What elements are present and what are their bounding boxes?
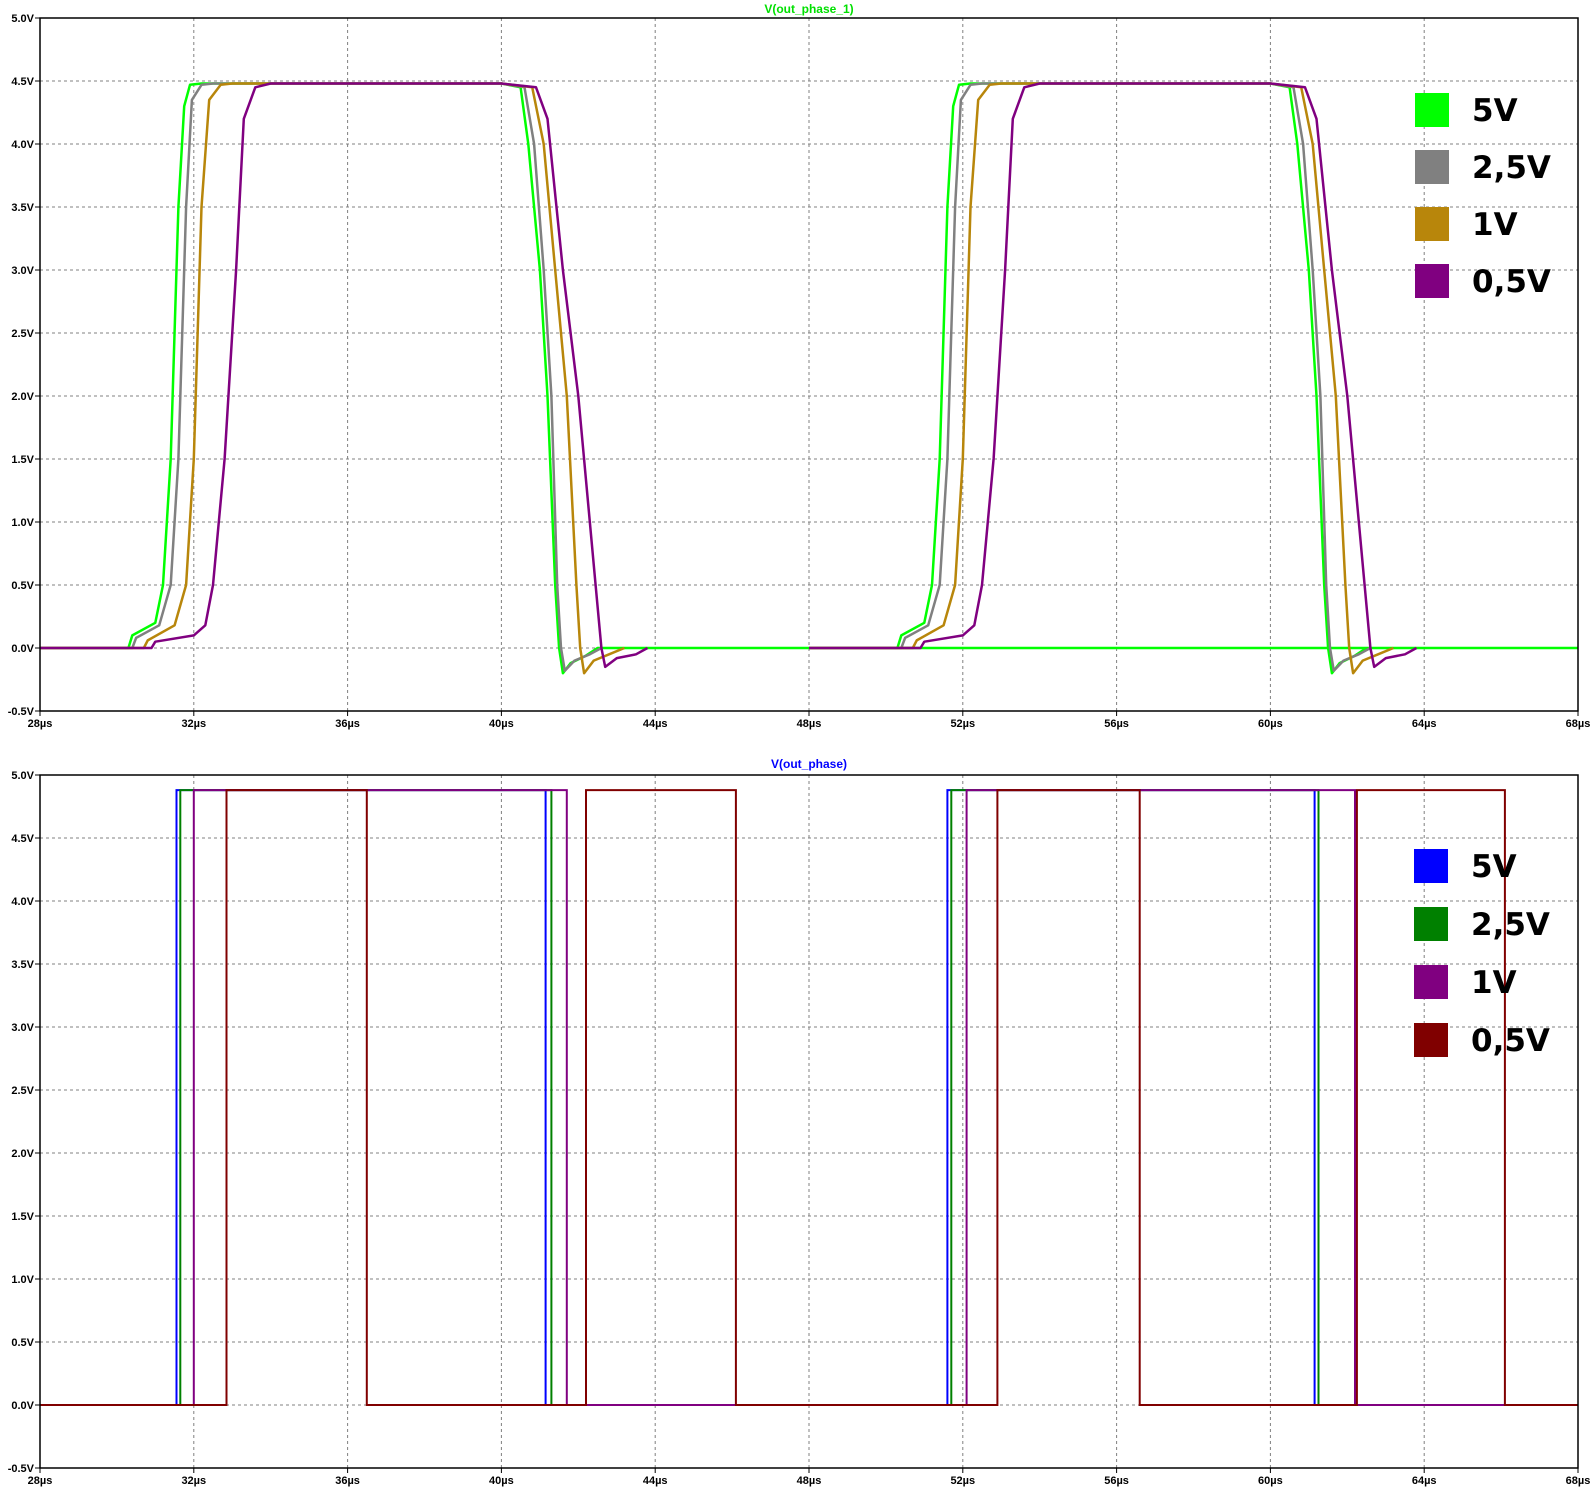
x-tick-label: 68µs xyxy=(1566,718,1591,730)
legend-label: 0,5V xyxy=(1472,264,1551,300)
x-tick-label: 48µs xyxy=(797,1475,822,1487)
plot-bottom-traces xyxy=(40,789,1578,1406)
legend-swatch xyxy=(1414,849,1448,883)
trace-2-5v xyxy=(809,82,1371,672)
x-tick-label: 32µs xyxy=(181,1475,206,1487)
y-tick-label: 3.5V xyxy=(11,202,34,214)
y-tick-label: 3.0V xyxy=(11,1022,34,1034)
y-tick-label: 1.5V xyxy=(11,1211,34,1223)
x-tick-label: 64µs xyxy=(1412,1475,1437,1487)
y-tick-label: -0.5V xyxy=(8,706,35,718)
plot-bottom-title: V(out_phase) xyxy=(771,757,847,771)
y-tick-label: 0.5V xyxy=(11,1337,34,1349)
legend-swatch xyxy=(1415,93,1449,127)
x-tick-label: 28µs xyxy=(28,718,53,730)
x-tick-label: 56µs xyxy=(1104,1475,1129,1487)
y-tick-label: 2.5V xyxy=(11,1085,34,1097)
legend-label: 2,5V xyxy=(1471,907,1550,943)
y-tick-label: 0.0V xyxy=(11,1400,34,1412)
plot-top-ticks: 5.0V 4.5V 4.0V 3.5V 3.0V 2.5V 2.0V 1.5V 1.0V 0.5V… xyxy=(8,13,1591,730)
x-tick-label: 44µs xyxy=(643,718,668,730)
x-tick-label: 40µs xyxy=(489,1475,514,1487)
plot-bottom-grid xyxy=(40,775,1578,1468)
plot-top-frame xyxy=(39,17,1579,712)
legend-label: 1V xyxy=(1472,207,1518,243)
legend-label: 0,5V xyxy=(1471,1023,1550,1059)
legend-swatch xyxy=(1414,965,1448,999)
plot-top-traces xyxy=(40,82,1578,675)
y-tick-label: 3.5V xyxy=(11,959,34,971)
legend-swatch xyxy=(1415,207,1449,241)
y-tick-label: 4.0V xyxy=(11,139,34,151)
y-tick-label: 2.0V xyxy=(11,391,34,403)
y-tick-label: 5.0V xyxy=(11,13,34,25)
y-tick-label: 4.5V xyxy=(11,833,34,845)
y-tick-label: 0.0V xyxy=(11,643,34,655)
x-tick-label: 60µs xyxy=(1258,718,1283,730)
trace-1v xyxy=(40,789,1578,1406)
x-tick-label: 44µs xyxy=(643,1475,668,1487)
plot-bottom-ticks: 5.0V 4.5V 4.0V 3.5V 3.0V 2.5V 2.0V 1.5V 1.0V 0.5V… xyxy=(8,770,1591,1487)
trace-2-5v xyxy=(40,789,1578,1406)
x-tick-label: 56µs xyxy=(1104,718,1129,730)
plot-bottom-legend: 5V 2,5V 1V 0,5V xyxy=(1414,849,1550,1059)
x-tick-label: 68µs xyxy=(1566,1475,1591,1487)
x-tick-label: 40µs xyxy=(489,718,514,730)
plot-bottom-frame xyxy=(39,774,1579,1469)
y-tick-label: 1.5V xyxy=(11,454,34,466)
y-tick-label: 0.5V xyxy=(11,580,34,592)
legend-swatch xyxy=(1415,150,1449,184)
y-tick-label: 2.5V xyxy=(11,328,34,340)
x-tick-label: 64µs xyxy=(1412,718,1437,730)
x-tick-label: 60µs xyxy=(1258,1475,1283,1487)
legend-label: 5V xyxy=(1471,849,1517,885)
y-tick-label: 1.0V xyxy=(11,517,34,529)
y-tick-label: 2.0V xyxy=(11,1148,34,1160)
legend-label: 1V xyxy=(1471,965,1517,1001)
x-tick-label: 32µs xyxy=(181,718,206,730)
trace-0-5v xyxy=(40,82,649,669)
y-tick-label: 1.0V xyxy=(11,1274,34,1286)
plot-top-title: V(out_phase_1) xyxy=(764,2,853,16)
x-tick-label: 28µs xyxy=(28,1475,53,1487)
x-tick-label: 48µs xyxy=(797,718,822,730)
legend-label: 5V xyxy=(1472,93,1518,129)
plot-top-legend: 5V 2,5V 1V 0,5V xyxy=(1415,93,1551,300)
y-tick-label: 5.0V xyxy=(11,770,34,782)
x-tick-label: 52µs xyxy=(950,718,975,730)
trace-0-5v xyxy=(809,82,1418,669)
y-tick-label: 3.0V xyxy=(11,265,34,277)
y-tick-label: -0.5V xyxy=(8,1463,35,1475)
x-tick-label: 36µs xyxy=(335,718,360,730)
legend-label: 2,5V xyxy=(1472,150,1551,186)
plot-bottom: V(out_phase) 5.0V 4.5V 4.0V 3.5V 3.0V 2.5V 2.0… xyxy=(8,757,1591,1487)
trace-0-5v xyxy=(40,789,1578,1406)
x-tick-label: 36µs xyxy=(335,1475,360,1487)
trace-2-5v xyxy=(40,82,602,672)
legend-swatch xyxy=(1414,907,1448,941)
x-tick-label: 52µs xyxy=(950,1475,975,1487)
plot-top: V(out_phase_1) 5.0V 4.5V 4.0V 3.5V 3.0V 2.5V 2… xyxy=(8,2,1591,730)
trace-5v xyxy=(40,789,1578,1406)
y-tick-label: 4.5V xyxy=(11,76,34,88)
legend-swatch xyxy=(1415,264,1449,298)
legend-swatch xyxy=(1414,1023,1448,1057)
y-tick-label: 4.0V xyxy=(11,896,34,908)
